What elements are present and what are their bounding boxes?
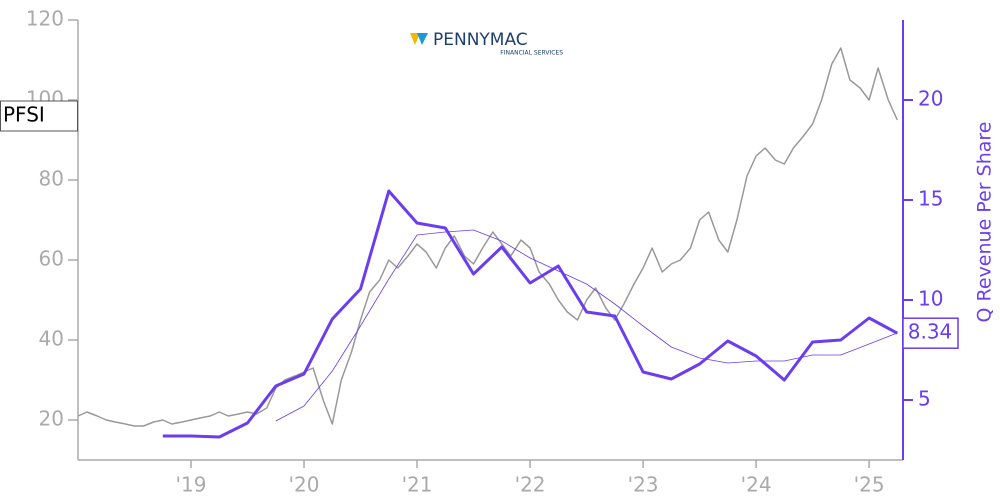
y2-axis-label: Q Revenue Per Share: [974, 122, 996, 323]
x-tick-label: '25: [854, 473, 885, 497]
logo-subtitle: FINANCIAL SERVICES: [500, 50, 563, 57]
y-tick-label: 80: [39, 167, 64, 191]
series-line: [275, 229, 898, 422]
value-label-box: [902, 317, 959, 349]
logo: PENNYMAC FINANCIAL SERVICES: [410, 30, 563, 57]
y-tick-label: 60: [39, 247, 64, 271]
y2-tick-label: 10: [918, 287, 943, 311]
y-tick-label: 20: [39, 407, 64, 431]
logo-icon: [417, 33, 428, 45]
logo-icon: [410, 33, 420, 45]
x-tick-label: '19: [176, 473, 207, 497]
x-tick-label: '23: [628, 473, 659, 497]
y2-tick-label: 15: [918, 187, 943, 211]
x-tick-label: '21: [402, 473, 433, 497]
logo-title: PENNYMAC: [433, 30, 528, 50]
y2-tick-label: 5: [918, 387, 931, 411]
series-name: PFSI: [3, 103, 45, 127]
value-label: 8.34: [908, 320, 953, 344]
x-tick-label: '22: [515, 473, 546, 497]
series-name-box: [0, 100, 78, 132]
y-tick-label: 120: [26, 7, 64, 31]
y-tick-label: 40: [39, 327, 64, 351]
x-tick-label: '20: [289, 473, 320, 497]
series-line: [77, 47, 898, 427]
x-tick-label: '24: [741, 473, 772, 497]
series-line: [162, 189, 899, 439]
y2-tick-label: 20: [918, 87, 943, 111]
